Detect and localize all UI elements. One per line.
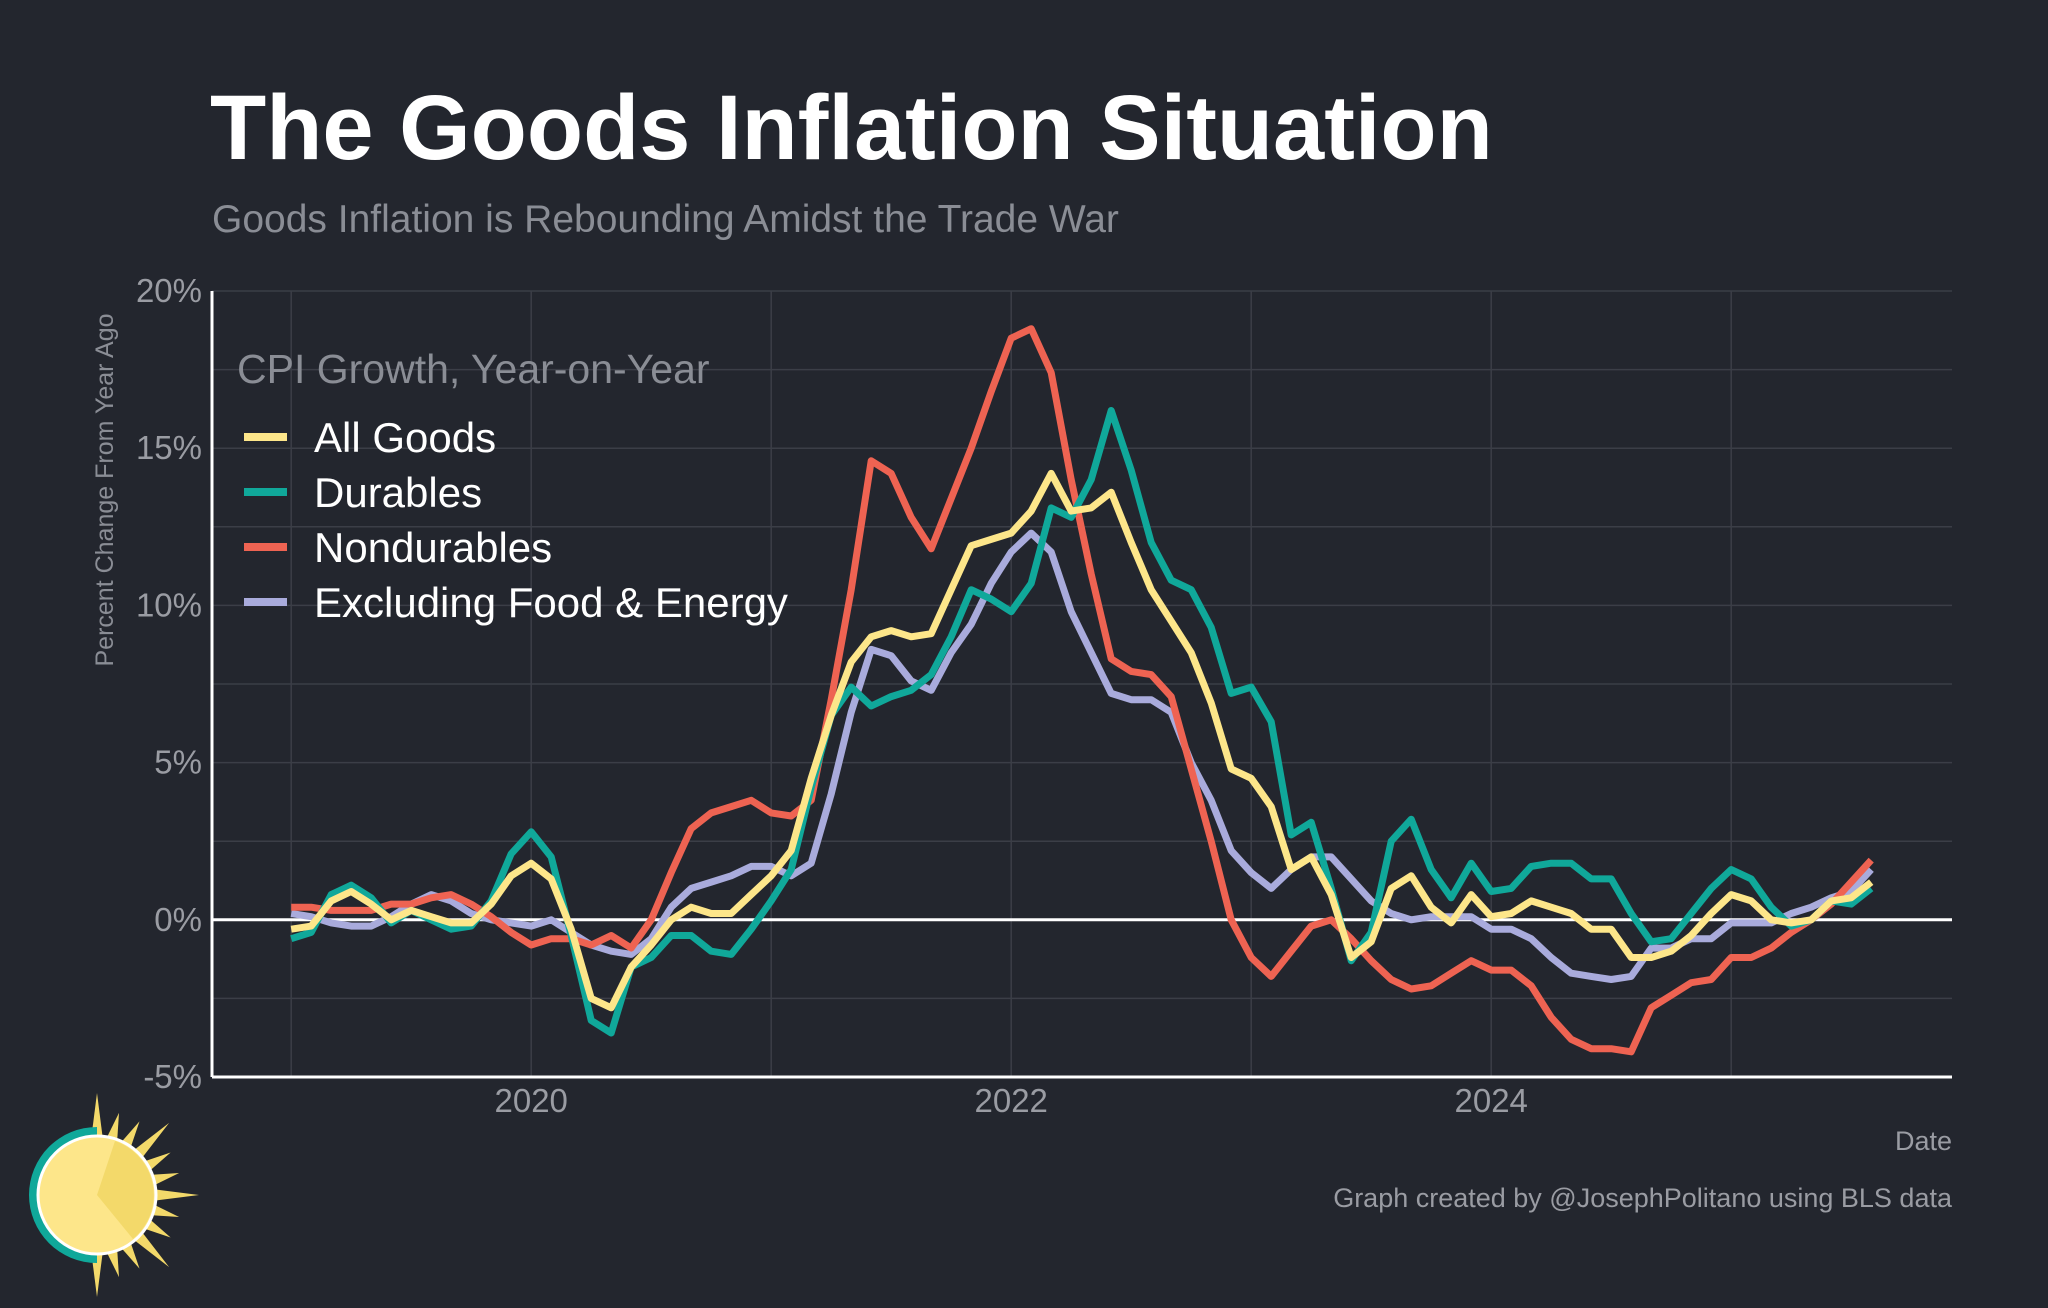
chart-title: The Goods Inflation Situation xyxy=(210,77,1493,179)
chart-subtitle: Goods Inflation is Rebounding Amidst the… xyxy=(212,198,1119,241)
sun-shade-icon xyxy=(97,1141,154,1239)
teal-arc-icon xyxy=(29,1127,97,1263)
sun-logo xyxy=(29,1093,199,1297)
x-axis-label: Date xyxy=(1895,1126,1952,1156)
x-axis-ticks: 2020 2022 2024 xyxy=(494,1082,1527,1119)
sun-ray xyxy=(131,1229,170,1268)
series-line-all-goods xyxy=(290,469,1874,1012)
series-lines xyxy=(290,325,1874,1056)
y-tick-label: 5% xyxy=(154,744,202,781)
y-tick-label: 0% xyxy=(154,901,202,938)
legend: CPI Growth, Year-on-Year All Goods Durabl… xyxy=(237,346,788,626)
gridlines xyxy=(212,290,1952,1078)
x-tick-label: 2024 xyxy=(1454,1082,1527,1119)
y-tick-label: 20% xyxy=(136,272,202,309)
series-line-nondurables xyxy=(291,325,1874,1056)
legend-label: Excluding Food & Energy xyxy=(314,579,788,626)
y-tick-label: 10% xyxy=(136,586,202,623)
legend-label: Nondurables xyxy=(314,524,552,571)
y-tick-label: 15% xyxy=(136,429,202,466)
y-tick-label: -5% xyxy=(143,1058,202,1095)
legend-title: CPI Growth, Year-on-Year xyxy=(237,346,710,392)
series-line-durables xyxy=(290,407,1874,1037)
x-tick-label: 2020 xyxy=(494,1082,567,1119)
sun-ray xyxy=(151,1188,199,1202)
legend-label: All Goods xyxy=(314,414,496,461)
sun-rays-icon xyxy=(90,1093,199,1297)
x-tick-label: 2022 xyxy=(974,1082,1047,1119)
legend-label: Durables xyxy=(314,469,482,516)
credit-text: Graph created by @JosephPolitano using B… xyxy=(1333,1183,1953,1213)
series-line-excluding-food-energy xyxy=(290,529,1874,983)
y-axis-label: Percent Change From Year Ago xyxy=(91,313,119,666)
y-axis-ticks: -5% 0% 5% 10% 15% 20% xyxy=(136,272,202,1095)
sun-ray xyxy=(131,1122,170,1161)
